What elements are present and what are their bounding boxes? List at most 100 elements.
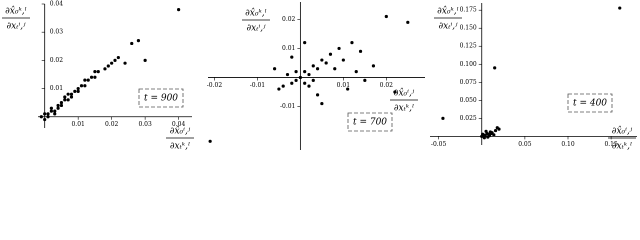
y-tick-label: 0.025	[460, 115, 477, 122]
point	[49, 109, 53, 113]
x-tick-label: 0.01	[71, 121, 84, 128]
x-label-den: ∂xₜᵏ,ˡ	[394, 104, 414, 114]
point	[89, 75, 94, 79]
point	[320, 58, 324, 62]
x-label-den: ∂xₜᵏ,ˡ	[612, 142, 632, 152]
point	[143, 58, 147, 62]
y-tick-label: 0.02	[282, 16, 296, 23]
point	[290, 81, 294, 85]
point	[354, 70, 358, 74]
x-tick-label: 0.04	[172, 121, 186, 128]
point	[298, 75, 302, 80]
y-label-num: ∂x̂₀ᵏ,ˡ	[437, 6, 459, 17]
annotation-box	[138, 88, 184, 108]
point	[311, 64, 315, 68]
y-tick-label: 0.04	[50, 1, 64, 8]
point	[346, 87, 350, 91]
y-tick-label: 0.175	[460, 7, 477, 14]
point	[315, 93, 320, 97]
point	[307, 84, 311, 88]
x-tick-label: 0.15	[604, 141, 618, 148]
point	[363, 78, 367, 82]
point	[123, 61, 127, 65]
point	[315, 67, 320, 71]
point	[489, 131, 493, 136]
x-tick-label: 0.03	[138, 121, 152, 128]
x-label-num: ∂x̂₀ⁱ,ʲ	[612, 126, 633, 137]
point	[341, 58, 345, 62]
y-tick-label: 0.02	[50, 57, 64, 64]
point	[481, 132, 485, 136]
point	[106, 64, 110, 68]
point	[86, 78, 90, 82]
point	[49, 106, 53, 110]
point	[303, 81, 307, 85]
point	[277, 87, 281, 91]
point	[311, 78, 315, 82]
point	[208, 139, 212, 143]
x-tick-label: 0.02	[105, 121, 119, 128]
point	[43, 112, 47, 116]
point	[290, 55, 294, 59]
y-tick-label: 0.01	[50, 85, 63, 92]
point	[493, 128, 498, 133]
annotation-box	[347, 112, 393, 132]
point	[83, 78, 87, 82]
point	[59, 103, 64, 108]
point	[69, 95, 74, 99]
point	[110, 61, 114, 65]
x-tick-label: 0.01	[337, 82, 350, 89]
point	[73, 89, 77, 93]
point	[294, 78, 298, 82]
point	[406, 20, 410, 24]
point	[497, 127, 501, 131]
y-label-num: ∂x̂₀ᵏ,ˡ	[245, 8, 267, 19]
point	[56, 103, 60, 108]
y-tick-label: 0.125	[460, 43, 477, 50]
point	[136, 39, 141, 43]
point	[116, 55, 120, 60]
x-label-num: ∂x̂₀ⁱ,ʲ	[170, 126, 191, 137]
x-label-num: ∂x̂₀ⁱ,ʲ	[394, 88, 415, 99]
point	[493, 66, 497, 70]
point	[76, 89, 80, 93]
y-label-den: ∂xₜⁱ,ʲ	[247, 24, 267, 34]
point	[53, 112, 57, 116]
point	[484, 129, 488, 133]
x-tick-label: -0.05	[431, 141, 447, 148]
point	[324, 61, 328, 65]
point	[384, 14, 388, 19]
x-tick-label: -0.02	[207, 82, 223, 89]
point	[39, 115, 43, 119]
point	[307, 72, 311, 77]
point	[130, 41, 134, 46]
point	[328, 52, 333, 56]
figure: 0.01 0.02 0.03 0.04 0.01 0.02 0.03 0.04 ∂x̂₀ᵏ,ˡ ∂…	[2, 1, 637, 152]
x-tick-label: 0.05	[518, 141, 532, 148]
point	[103, 67, 107, 71]
point	[177, 8, 181, 12]
point	[46, 115, 50, 119]
annotation: t = 400	[573, 99, 607, 109]
x-tick-label: 0.10	[561, 141, 575, 148]
point	[320, 101, 324, 106]
point	[294, 70, 298, 74]
y-tick-label: 0.01	[282, 45, 295, 52]
annotation: t = 900	[144, 94, 178, 104]
y-label-den: ∂xₜⁱ,ʲ	[7, 22, 27, 32]
point	[333, 67, 337, 71]
point	[83, 84, 87, 88]
point	[46, 112, 50, 116]
point	[93, 75, 97, 79]
point	[113, 58, 117, 62]
y-tick-label: 0.03	[50, 29, 64, 36]
annotation-box	[567, 93, 613, 113]
point	[281, 84, 285, 88]
point	[79, 84, 84, 88]
point	[76, 86, 80, 91]
y-tick-label: 0.100	[460, 61, 477, 68]
y-tick-label: 0.150	[460, 25, 477, 32]
point	[441, 116, 445, 120]
point	[59, 101, 64, 105]
x-tick-label: -0.01	[250, 82, 265, 89]
